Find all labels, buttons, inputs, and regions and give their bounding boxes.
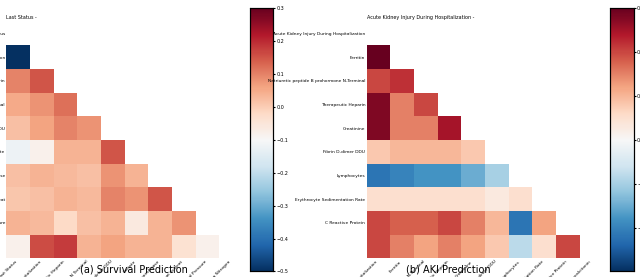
Bar [30, 211, 54, 235]
Bar [367, 187, 390, 211]
Bar [390, 163, 414, 187]
Bar [485, 187, 509, 211]
Bar [438, 140, 461, 163]
Bar [390, 211, 414, 235]
Bar [6, 140, 30, 163]
Bar [101, 235, 125, 258]
Bar [54, 93, 77, 116]
Bar [367, 163, 390, 187]
Bar [6, 45, 30, 69]
Bar [438, 235, 461, 258]
Bar [77, 116, 101, 140]
Bar [148, 211, 172, 235]
Bar [30, 93, 54, 116]
Bar [6, 69, 30, 93]
Bar [367, 45, 390, 69]
Bar [556, 235, 580, 258]
Bar [101, 187, 125, 211]
Bar [6, 93, 30, 116]
Bar [30, 116, 54, 140]
Bar [367, 211, 390, 235]
Bar [414, 163, 438, 187]
Bar [125, 211, 148, 235]
Bar [390, 93, 414, 116]
Bar [367, 69, 390, 93]
Bar [509, 187, 532, 211]
Bar [367, 235, 390, 258]
Bar [390, 116, 414, 140]
Bar [30, 163, 54, 187]
Bar [54, 116, 77, 140]
Bar [414, 140, 438, 163]
Bar [172, 235, 196, 258]
Bar [461, 140, 485, 163]
Bar [101, 163, 125, 187]
Bar [54, 235, 77, 258]
Bar [6, 187, 30, 211]
Text: Acute Kidney Injury During Hospitalization -: Acute Kidney Injury During Hospitalizati… [367, 15, 474, 20]
Bar [414, 116, 438, 140]
Bar [532, 211, 556, 235]
Bar [438, 187, 461, 211]
Bar [390, 235, 414, 258]
Bar [485, 235, 509, 258]
Bar [30, 235, 54, 258]
Bar [77, 140, 101, 163]
Bar [148, 235, 172, 258]
Bar [6, 211, 30, 235]
Text: Last Status -: Last Status - [6, 15, 37, 20]
Bar [461, 235, 485, 258]
Bar [367, 116, 390, 140]
Bar [77, 163, 101, 187]
Bar [438, 116, 461, 140]
Bar [532, 235, 556, 258]
Bar [390, 69, 414, 93]
Bar [54, 140, 77, 163]
Bar [30, 69, 54, 93]
Bar [196, 235, 220, 258]
Bar [461, 187, 485, 211]
Text: (a) Survival Prediction: (a) Survival Prediction [81, 264, 188, 274]
Bar [390, 187, 414, 211]
Bar [485, 211, 509, 235]
Bar [461, 211, 485, 235]
Bar [367, 93, 390, 116]
Text: (b) AKI Prediction: (b) AKI Prediction [406, 264, 490, 274]
Bar [509, 235, 532, 258]
Bar [101, 211, 125, 235]
Bar [77, 211, 101, 235]
Bar [438, 211, 461, 235]
Bar [125, 163, 148, 187]
Bar [101, 140, 125, 163]
Bar [6, 235, 30, 258]
Bar [509, 211, 532, 235]
Bar [172, 211, 196, 235]
Bar [6, 163, 30, 187]
Bar [54, 187, 77, 211]
Bar [414, 93, 438, 116]
Bar [125, 235, 148, 258]
Bar [54, 211, 77, 235]
Bar [367, 140, 390, 163]
Bar [390, 140, 414, 163]
Bar [414, 235, 438, 258]
Bar [148, 187, 172, 211]
Bar [30, 187, 54, 211]
Bar [30, 140, 54, 163]
Bar [414, 187, 438, 211]
Bar [54, 163, 77, 187]
Bar [438, 163, 461, 187]
Bar [461, 163, 485, 187]
Bar [485, 163, 509, 187]
Bar [77, 187, 101, 211]
Bar [6, 116, 30, 140]
Bar [125, 187, 148, 211]
Bar [77, 235, 101, 258]
Bar [414, 211, 438, 235]
